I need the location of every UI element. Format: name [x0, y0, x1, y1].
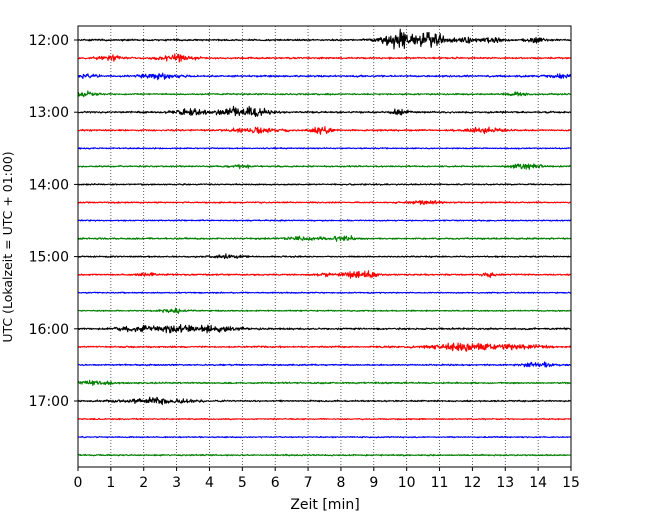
trace-1200: [77, 28, 572, 50]
x-tick-label: 3: [172, 475, 181, 491]
plot-frame: [77, 25, 572, 468]
x-tick-label: 14: [529, 475, 547, 491]
y-tick-label: 15:00: [29, 250, 69, 266]
x-tick-label: 6: [271, 475, 280, 491]
trace-1615: [77, 342, 572, 352]
trace-1400: [77, 183, 572, 186]
trace-1745: [77, 453, 572, 457]
x-tick-label: 4: [205, 475, 214, 491]
trace-1215: [77, 53, 572, 63]
x-tick-label: 2: [139, 475, 148, 491]
y-axis-ticks: 12:00 13:00 14:00 15:00 16:00 17:00: [29, 33, 78, 410]
x-tick-label: 8: [336, 475, 345, 491]
x-axis-label: Zeit [min]: [290, 497, 359, 513]
x-tick-label: 15: [562, 475, 580, 491]
trace-1545: [77, 307, 572, 314]
trace-1445: [77, 235, 572, 242]
trace-1230: [77, 72, 572, 81]
trace-1345: [77, 163, 572, 170]
x-tick-label: 7: [304, 475, 313, 491]
trace-1630: [77, 361, 572, 368]
y-tick-label: 16:00: [29, 322, 69, 338]
x-axis-ticks: 0 1 2 3 4 5 6 7 8 9 10 11 12 13 14 15: [74, 467, 580, 491]
x-tick-label: 10: [398, 475, 416, 491]
y-axis-label: UTC (Lokalzeit = UTC + 01:00): [0, 151, 15, 342]
trace-1715: [77, 417, 572, 421]
trace-1500: [77, 253, 572, 260]
y-tick-label: 13:00: [29, 105, 69, 121]
x-tick-label: 9: [369, 475, 378, 491]
trace-1515: [77, 270, 572, 279]
x-tick-label: 0: [74, 475, 83, 491]
trace-1300: [77, 105, 572, 118]
trace-1700: [77, 396, 572, 406]
x-tick-label: 12: [463, 475, 481, 491]
x-tick-label: 11: [431, 475, 449, 491]
trace-1330: [77, 147, 572, 150]
trace-1645: [77, 379, 572, 386]
trace-1730: [77, 435, 572, 439]
trace-1415: [77, 200, 572, 206]
trace-1430: [77, 219, 572, 222]
y-tick-label: 17:00: [29, 394, 69, 410]
trace-1530: [77, 291, 572, 294]
x-tick-label: 13: [496, 475, 514, 491]
x-tick-label: 1: [106, 475, 115, 491]
y-tick-label: 12:00: [29, 33, 69, 49]
trace-1245: [77, 90, 572, 98]
seismic-traces: [77, 28, 572, 457]
x-tick-label: 5: [238, 475, 247, 491]
trace-1600: [77, 324, 572, 334]
trace-1315: [77, 126, 572, 135]
y-tick-label: 14:00: [29, 177, 69, 193]
